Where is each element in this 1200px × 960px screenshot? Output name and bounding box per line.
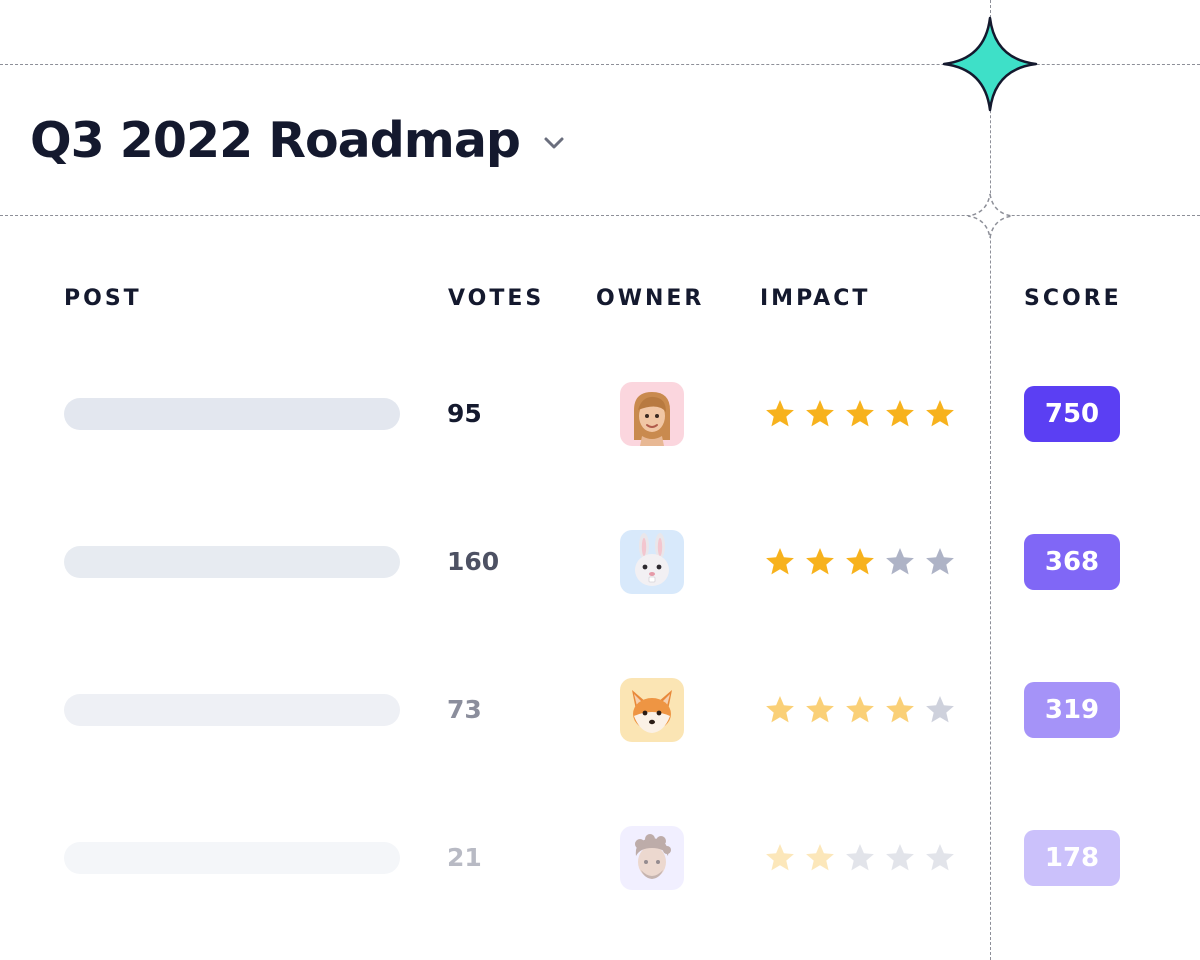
star-empty-icon[interactable]	[884, 546, 916, 578]
votes-count: 95	[447, 399, 482, 428]
sparkle-icon	[942, 16, 1038, 112]
owner-avatar[interactable]	[620, 826, 684, 890]
post-title-placeholder[interactable]	[64, 398, 400, 430]
impact-rating[interactable]	[764, 842, 956, 874]
bunny-memoji-avatar-icon	[635, 533, 669, 586]
column-header-post: POST	[64, 286, 142, 311]
column-header-score: SCORE	[1024, 286, 1122, 311]
column-header-impact: IMPACT	[760, 286, 871, 311]
star-filled-icon[interactable]	[884, 694, 916, 726]
table-row[interactable]: 160 368	[0, 526, 1200, 598]
votes-count: 21	[447, 843, 482, 872]
post-title-placeholder[interactable]	[64, 546, 400, 578]
impact-rating[interactable]	[764, 398, 956, 430]
star-empty-icon[interactable]	[844, 842, 876, 874]
star-filled-icon[interactable]	[804, 546, 836, 578]
column-header-votes: VOTES	[448, 286, 545, 311]
star-filled-icon[interactable]	[804, 842, 836, 874]
votes-count: 160	[447, 547, 500, 576]
impact-rating[interactable]	[764, 546, 956, 578]
star-empty-icon[interactable]	[884, 842, 916, 874]
star-filled-icon[interactable]	[764, 398, 796, 430]
star-filled-icon[interactable]	[884, 398, 916, 430]
impact-rating[interactable]	[764, 694, 956, 726]
score-badge: 750	[1024, 386, 1120, 442]
star-filled-icon[interactable]	[804, 398, 836, 430]
page-title: Q3 2022 Roadmap	[30, 111, 521, 169]
fox-memoji-avatar-icon	[632, 690, 672, 733]
post-title-placeholder[interactable]	[64, 694, 400, 726]
votes-count: 73	[447, 695, 482, 724]
star-filled-icon[interactable]	[844, 398, 876, 430]
table-row[interactable]: 21 178	[0, 822, 1200, 894]
man-memoji-avatar-icon	[635, 834, 671, 879]
dashed-guide-middle	[0, 215, 1200, 216]
star-filled-icon[interactable]	[764, 842, 796, 874]
dashed-guide-vertical	[990, 0, 991, 960]
woman-memoji-avatar-icon	[634, 392, 670, 446]
star-empty-icon[interactable]	[924, 546, 956, 578]
owner-avatar[interactable]	[620, 678, 684, 742]
score-badge: 368	[1024, 534, 1120, 590]
score-badge: 319	[1024, 682, 1120, 738]
chevron-down-icon[interactable]	[540, 129, 568, 157]
score-badge: 178	[1024, 830, 1120, 886]
table-row[interactable]: 73 319	[0, 674, 1200, 746]
owner-avatar[interactable]	[620, 530, 684, 594]
star-filled-icon[interactable]	[804, 694, 836, 726]
diamond-outline-icon	[967, 193, 1013, 239]
star-filled-icon[interactable]	[844, 546, 876, 578]
table-row[interactable]: 95 750	[0, 378, 1200, 450]
star-filled-icon[interactable]	[844, 694, 876, 726]
star-filled-icon[interactable]	[924, 398, 956, 430]
star-empty-icon[interactable]	[924, 694, 956, 726]
owner-avatar[interactable]	[620, 382, 684, 446]
post-title-placeholder[interactable]	[64, 842, 400, 874]
column-header-owner: OWNER	[596, 286, 705, 311]
star-filled-icon[interactable]	[764, 694, 796, 726]
roadmap-selector[interactable]: Q3 2022 Roadmap	[30, 100, 568, 180]
star-empty-icon[interactable]	[924, 842, 956, 874]
star-filled-icon[interactable]	[764, 546, 796, 578]
dashed-guide-top	[0, 64, 1200, 65]
